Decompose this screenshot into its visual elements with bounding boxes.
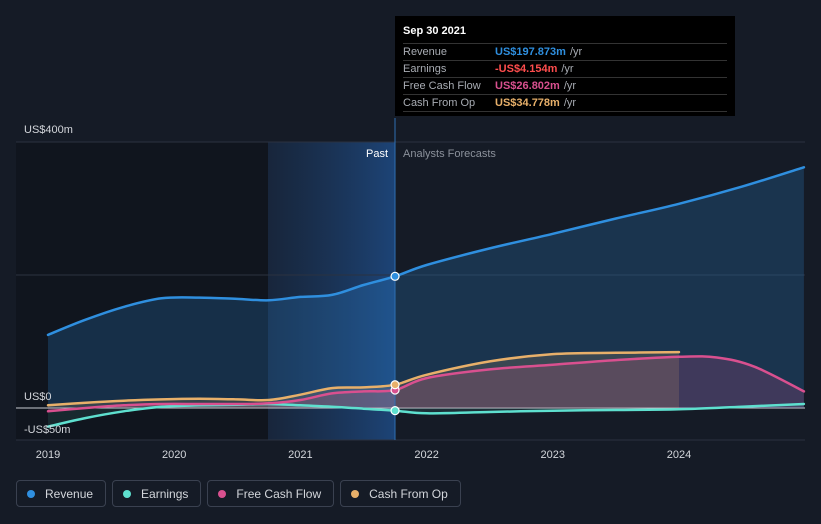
legend-item-revenue[interactable]: Revenue xyxy=(16,480,107,507)
legend-label: Free Cash Flow xyxy=(236,486,322,501)
free-cash-flow-area xyxy=(48,356,804,412)
legend: Revenue Earnings Free Cash Flow Cash Fro… xyxy=(16,480,461,507)
tooltip-row-revenue: Revenue US$197.873m /yr xyxy=(403,43,727,60)
tooltip-label: Cash From Op xyxy=(403,97,476,109)
cash-from-op-marker xyxy=(390,380,400,390)
legend-dot-icon xyxy=(27,489,35,498)
legend-item-earnings[interactable]: Earnings xyxy=(112,480,202,507)
y-tick-label: US$0 xyxy=(24,391,52,403)
x-tick-label: 2023 xyxy=(541,449,565,461)
tooltip-date: Sep 30 2021 xyxy=(403,25,466,37)
revenue-marker xyxy=(390,271,400,281)
cash-from-op-line xyxy=(46,350,681,407)
x-tick-label: 2020 xyxy=(162,449,186,461)
y-tick-label: -US$50m xyxy=(24,424,70,436)
legend-label: Cash From Op xyxy=(369,486,448,501)
revenue-area xyxy=(48,167,804,408)
x-tick-label: 2021 xyxy=(288,449,312,461)
free-cash-flow-line xyxy=(46,355,806,413)
legend-dot-icon xyxy=(123,489,132,498)
tooltip-unit: /yr xyxy=(569,46,583,58)
tooltip-unit: /yr xyxy=(561,63,574,75)
tooltip: Sep 30 2021 Revenue US$197.873m /yr Earn… xyxy=(395,16,735,116)
legend-dot-icon xyxy=(351,489,360,498)
y-tick-label: US$400m xyxy=(24,124,73,136)
tooltip-row-free-cash-flow: Free Cash Flow US$26.802m /yr xyxy=(403,77,727,94)
tooltip-row-earnings: Earnings -US$4.154m /yr xyxy=(403,60,727,77)
x-tick-label: 2019 xyxy=(36,449,60,461)
legend-dot-icon xyxy=(218,489,227,498)
x-tick-label: 2024 xyxy=(667,449,691,461)
tooltip-value: -US$4.154m xyxy=(495,63,558,75)
legend-item-free-cash-flow[interactable]: Free Cash Flow xyxy=(207,480,335,507)
legend-label: Revenue xyxy=(45,486,94,501)
revenue-line xyxy=(46,166,806,337)
earnings-line xyxy=(46,402,806,428)
tooltip-row-cash-from-op: Cash From Op US$34.778m /yr xyxy=(403,94,727,112)
tooltip-value: US$34.778m xyxy=(495,97,560,109)
tooltip-unit: /yr xyxy=(563,97,577,109)
tooltip-unit: /yr xyxy=(563,80,577,92)
tooltip-value: US$197.873m xyxy=(495,46,566,58)
chart: Past Analysts Forecasts 2019 2020 2021 2022… xyxy=(16,118,806,461)
tooltip-label: Free Cash Flow xyxy=(403,80,481,92)
legend-label: Earnings xyxy=(141,486,189,501)
tooltip-value: US$26.802m xyxy=(495,80,560,92)
forecast-label: Analysts Forecasts xyxy=(403,148,496,160)
earnings-marker xyxy=(390,406,400,416)
tooltip-label: Earnings xyxy=(403,63,447,75)
past-label: Past xyxy=(366,148,388,160)
past-shade-dark xyxy=(16,142,268,440)
legend-item-cash-from-op[interactable]: Cash From Op xyxy=(340,480,461,507)
tooltip-label: Revenue xyxy=(403,46,448,58)
x-tick-label: 2022 xyxy=(414,449,438,461)
